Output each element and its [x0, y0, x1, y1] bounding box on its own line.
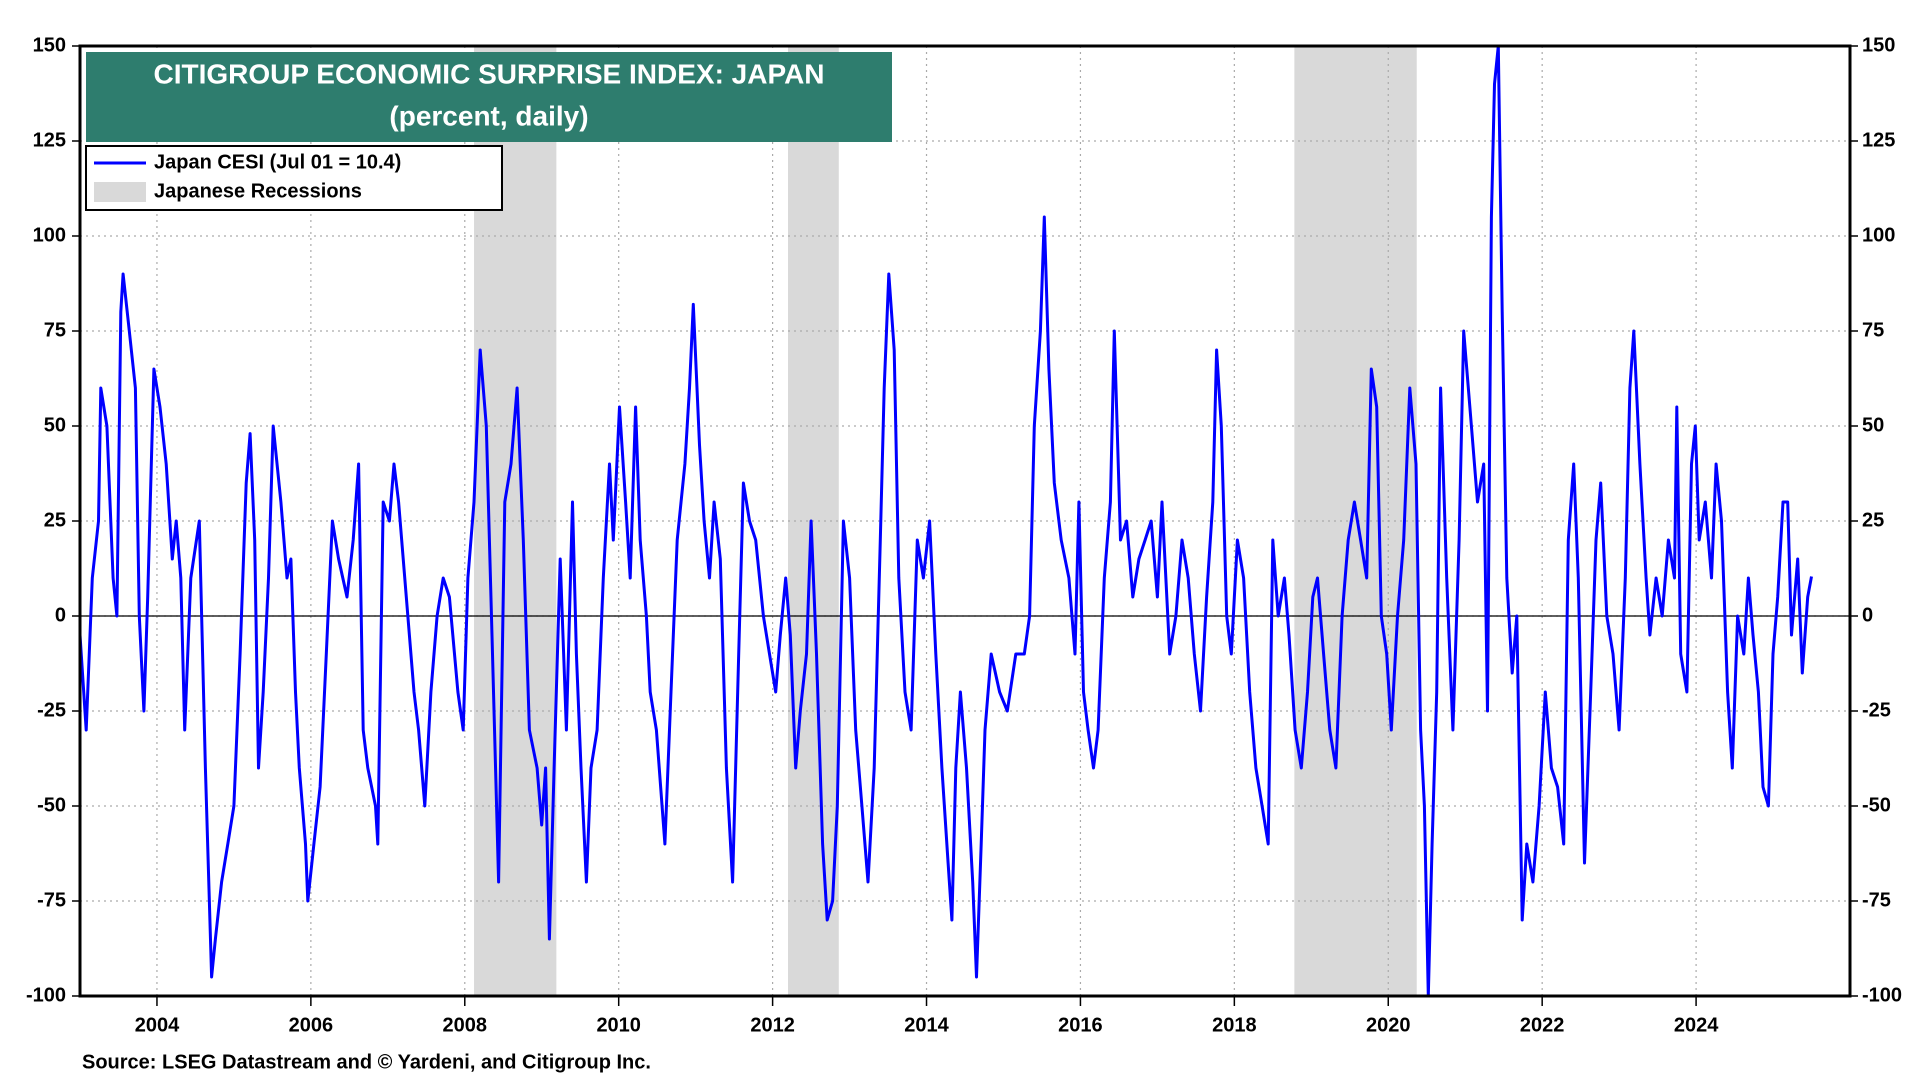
x-tick-label: 2018 — [1212, 1014, 1257, 1036]
y-tick-label: 125 — [33, 129, 66, 151]
y-tick-label: -100 — [26, 984, 66, 1006]
plot-frame — [78, 44, 1852, 998]
y-tick-label: -25 — [37, 699, 66, 721]
y-tick-label: 0 — [55, 604, 66, 626]
y-tick-label: 75 — [44, 319, 66, 341]
y2-tick-label: 75 — [1862, 319, 1884, 341]
y-tick-label: 50 — [44, 414, 66, 436]
x-tick-label: 2004 — [135, 1014, 180, 1036]
x-tick-label: 2020 — [1366, 1014, 1411, 1036]
y2-tick-label: -100 — [1862, 984, 1902, 1006]
x-tick-label: 2012 — [750, 1014, 795, 1036]
y2-tick-label: 0 — [1862, 604, 1873, 626]
x-tick-label: 2016 — [1058, 1014, 1103, 1036]
recession-band — [1294, 46, 1417, 996]
y2-tick-label: 125 — [1862, 129, 1895, 151]
x-tick-label: 2014 — [904, 1014, 949, 1036]
x-tick-label: 2006 — [289, 1014, 334, 1036]
y2-tick-label: 50 — [1862, 414, 1884, 436]
y-tick-label: 150 — [33, 34, 66, 56]
legend-label: Japanese Recessions — [154, 180, 362, 202]
y2-tick-label: -75 — [1862, 889, 1891, 911]
y-tick-label: -50 — [37, 794, 66, 816]
x-tick-label: 2024 — [1674, 1014, 1719, 1036]
y-tick-label: -75 — [37, 889, 66, 911]
y2-tick-label: 150 — [1862, 34, 1895, 56]
y-tick-label: 100 — [33, 224, 66, 246]
legend-label: Japan CESI (Jul 01 = 10.4) — [154, 151, 401, 173]
legend-box — [85, 145, 503, 211]
data-line — [78, 44, 1813, 998]
x-tick-label: 2010 — [596, 1014, 641, 1036]
y2-tick-label: -50 — [1862, 794, 1891, 816]
y-tick-label: 25 — [44, 509, 66, 531]
chart-subtitle: (percent, daily) — [389, 100, 588, 131]
chart-title: CITIGROUP ECONOMIC SURPRISE INDEX: JAPAN — [153, 58, 824, 89]
x-tick-label: 2022 — [1520, 1014, 1565, 1036]
x-tick-label: 2008 — [443, 1014, 488, 1036]
title-box — [86, 52, 892, 142]
y2-tick-label: 100 — [1862, 224, 1895, 246]
y2-tick-label: 25 — [1862, 509, 1884, 531]
source-note: Source: LSEG Datastream and © Yardeni, a… — [82, 1051, 651, 1073]
legend-swatch — [94, 182, 146, 202]
y2-tick-label: -25 — [1862, 699, 1891, 721]
